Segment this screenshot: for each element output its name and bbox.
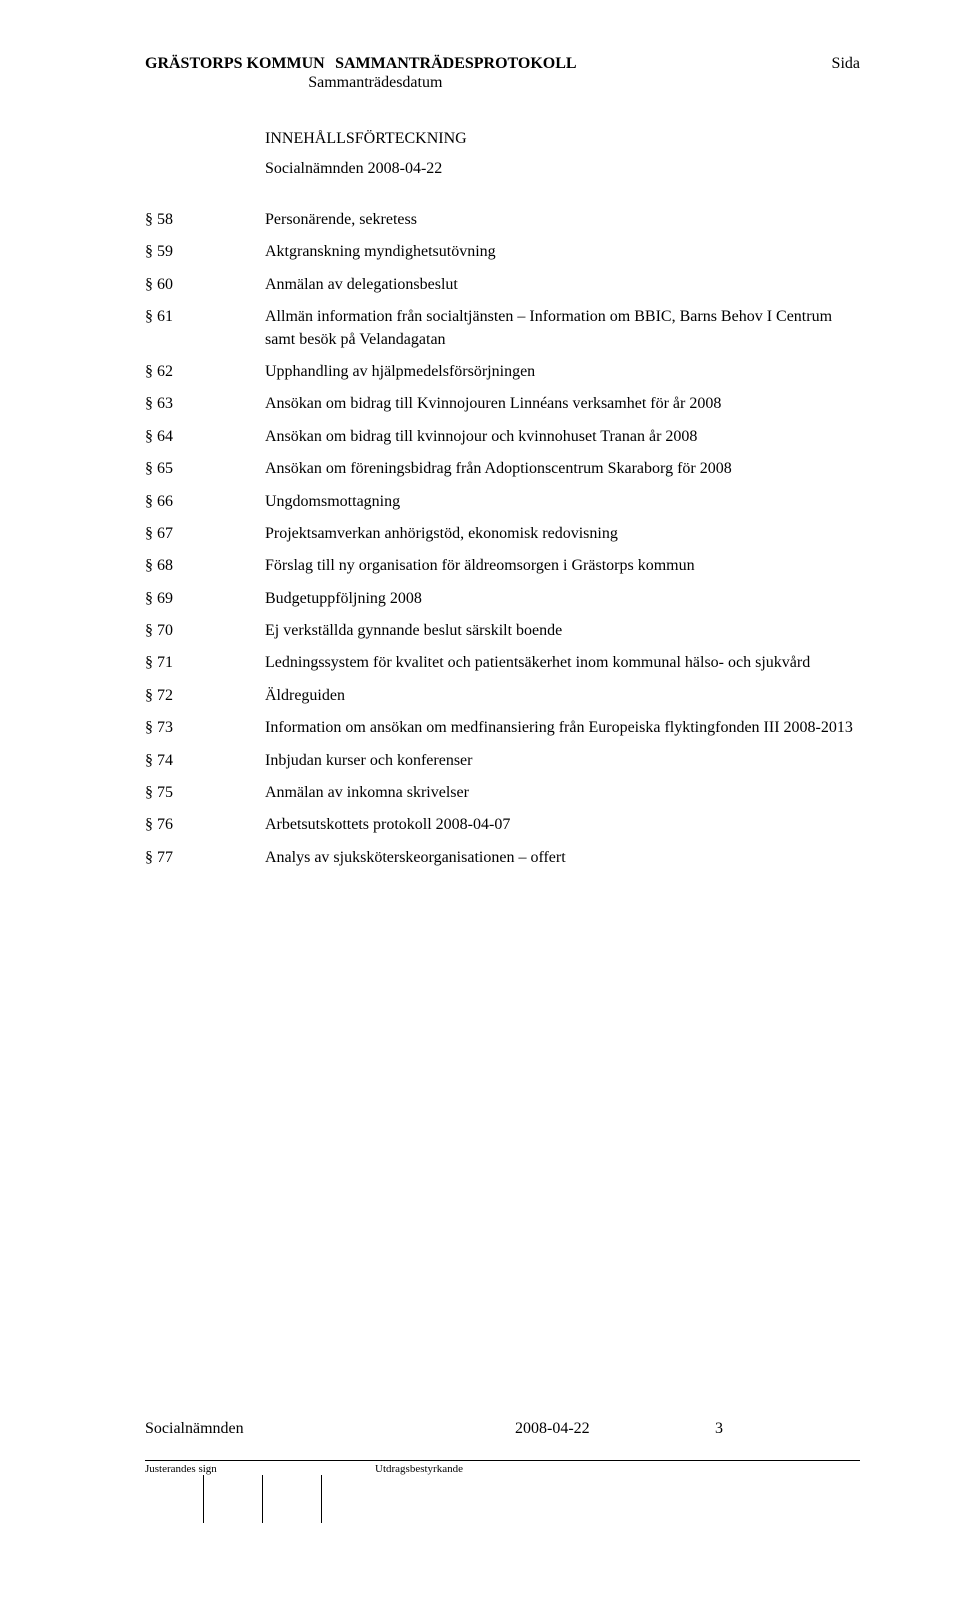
toc-row: § 66Ungdomsmottagning: [145, 486, 860, 518]
toc-title: Arbetsutskottets protokoll 2008-04-07: [225, 809, 860, 841]
toc-row: § 76Arbetsutskottets protokoll 2008-04-0…: [145, 809, 860, 841]
footer: Socialnämnden 2008-04-22 3 Justerandes s…: [145, 1420, 860, 1523]
toc-title: Personärende, sekretess: [225, 204, 860, 236]
toc-section: § 63: [145, 388, 225, 420]
toc-title: Allmän information från socialtjänsten –…: [225, 301, 860, 356]
toc-section: § 68: [145, 550, 225, 582]
header-subtitle: Sammanträdesdatum: [308, 74, 442, 92]
toc-title: Ansökan om bidrag till kvinnojour och kv…: [225, 421, 860, 453]
toc-section: § 65: [145, 453, 225, 485]
toc-title: Budgetuppföljning 2008: [225, 583, 860, 615]
toc-row: § 63Ansökan om bidrag till Kvinnojouren …: [145, 388, 860, 420]
toc-row: § 71Ledningssystem för kvalitet och pati…: [145, 647, 860, 679]
toc-row: § 64Ansökan om bidrag till kvinnojour oc…: [145, 421, 860, 453]
toc-section: § 69: [145, 583, 225, 615]
toc-section: § 77: [145, 842, 225, 874]
toc-title: Äldreguiden: [225, 680, 860, 712]
toc-section: § 58: [145, 204, 225, 236]
spacer: [145, 75, 860, 130]
footer-divider: [145, 1460, 860, 1461]
sign-box: [145, 1475, 204, 1523]
toc-title: Analys av sjuksköterskeorganisationen – …: [225, 842, 860, 874]
toc-row: § 72Äldreguiden: [145, 680, 860, 712]
toc-title: Ej verkställda gynnande beslut särskilt …: [225, 615, 860, 647]
toc-title: Ansökan om bidrag till Kvinnojouren Linn…: [225, 388, 860, 420]
toc-title: Förslag till ny organisation för äldreom…: [225, 550, 860, 582]
toc-row: § 65Ansökan om föreningsbidrag från Adop…: [145, 453, 860, 485]
sign-box: [322, 1475, 380, 1523]
toc-row: § 58Personärende, sekretess: [145, 204, 860, 236]
toc-section: § 76: [145, 809, 225, 841]
toc-row: § 70Ej verkställda gynnande beslut särsk…: [145, 615, 860, 647]
toc-section: § 73: [145, 712, 225, 744]
header-org: GRÄSTORPS KOMMUN: [145, 55, 325, 73]
toc-title: Inbjudan kurser och konferenser: [225, 745, 860, 777]
toc-row: § 74Inbjudan kurser och konferenser: [145, 745, 860, 777]
toc-title: Information om ansökan om medfinansierin…: [225, 712, 860, 744]
toc-title: Aktgranskning myndighetsutövning: [225, 236, 860, 268]
toc-row: § 60Anmälan av delegationsbeslut: [145, 269, 860, 301]
toc-table: § 58Personärende, sekretess§ 59Aktgransk…: [145, 204, 860, 874]
toc-section: § 71: [145, 647, 225, 679]
toc-section: § 70: [145, 615, 225, 647]
toc-title: Ungdomsmottagning: [225, 486, 860, 518]
toc-section: § 72: [145, 680, 225, 712]
toc-row: § 73Information om ansökan om medfinansi…: [145, 712, 860, 744]
toc-row: § 75Anmälan av inkomna skrivelser: [145, 777, 860, 809]
document-page: GRÄSTORPS KOMMUN SAMMANTRÄDESPROTOKOLL S…: [0, 0, 960, 1613]
toc-row: § 67Projektsamverkan anhörigstöd, ekonom…: [145, 518, 860, 550]
sign-boxes: [145, 1475, 860, 1523]
toc-section: § 67: [145, 518, 225, 550]
toc-row: § 77Analys av sjuksköterskeorganisatione…: [145, 842, 860, 874]
toc-section: § 61: [145, 301, 225, 356]
footer-meeting-row: Socialnämnden 2008-04-22 3: [145, 1420, 860, 1438]
footer-meeting-date: 2008-04-22: [515, 1420, 715, 1438]
toc-section: § 64: [145, 421, 225, 453]
toc-row: § 68Förslag till ny organisation för äld…: [145, 550, 860, 582]
toc-title: Ledningssystem för kvalitet och patients…: [225, 647, 860, 679]
header-page-label: Sida: [832, 55, 860, 73]
toc-row: § 62Upphandling av hjälpmedelsförsörjnin…: [145, 356, 860, 388]
toc-row: § 61Allmän information från socialtjänst…: [145, 301, 860, 356]
toc-title: Projektsamverkan anhörigstöd, ekonomisk …: [225, 518, 860, 550]
toc-title: Upphandling av hjälpmedelsförsörjningen: [225, 356, 860, 388]
toc-title: Ansökan om föreningsbidrag från Adoption…: [225, 453, 860, 485]
toc-section: § 74: [145, 745, 225, 777]
footer-page-number: 3: [715, 1420, 723, 1438]
header-row: GRÄSTORPS KOMMUN SAMMANTRÄDESPROTOKOLL S…: [145, 55, 860, 73]
header-title: SAMMANTRÄDESPROTOKOLL: [335, 55, 577, 73]
toc-title: Anmälan av delegationsbeslut: [225, 269, 860, 301]
toc-heading: INNEHÅLLSFÖRTECKNING: [145, 130, 860, 148]
footer-meeting-name: Socialnämnden: [145, 1420, 515, 1438]
toc-section: § 66: [145, 486, 225, 518]
sign-box: [263, 1475, 322, 1523]
sign-box: [204, 1475, 263, 1523]
footer-label-left: Justerandes sign: [145, 1463, 375, 1475]
toc-section: § 75: [145, 777, 225, 809]
toc-section: § 62: [145, 356, 225, 388]
toc-section: § 59: [145, 236, 225, 268]
footer-labels: Justerandes sign Utdragsbestyrkande: [145, 1463, 860, 1475]
toc-row: § 59Aktgranskning myndighetsutövning: [145, 236, 860, 268]
toc-row: § 69Budgetuppföljning 2008: [145, 583, 860, 615]
footer-label-right: Utdragsbestyrkande: [375, 1463, 463, 1475]
toc-section: § 60: [145, 269, 225, 301]
toc-title: Anmälan av inkomna skrivelser: [225, 777, 860, 809]
toc-subheading: Socialnämnden 2008-04-22: [145, 160, 860, 178]
